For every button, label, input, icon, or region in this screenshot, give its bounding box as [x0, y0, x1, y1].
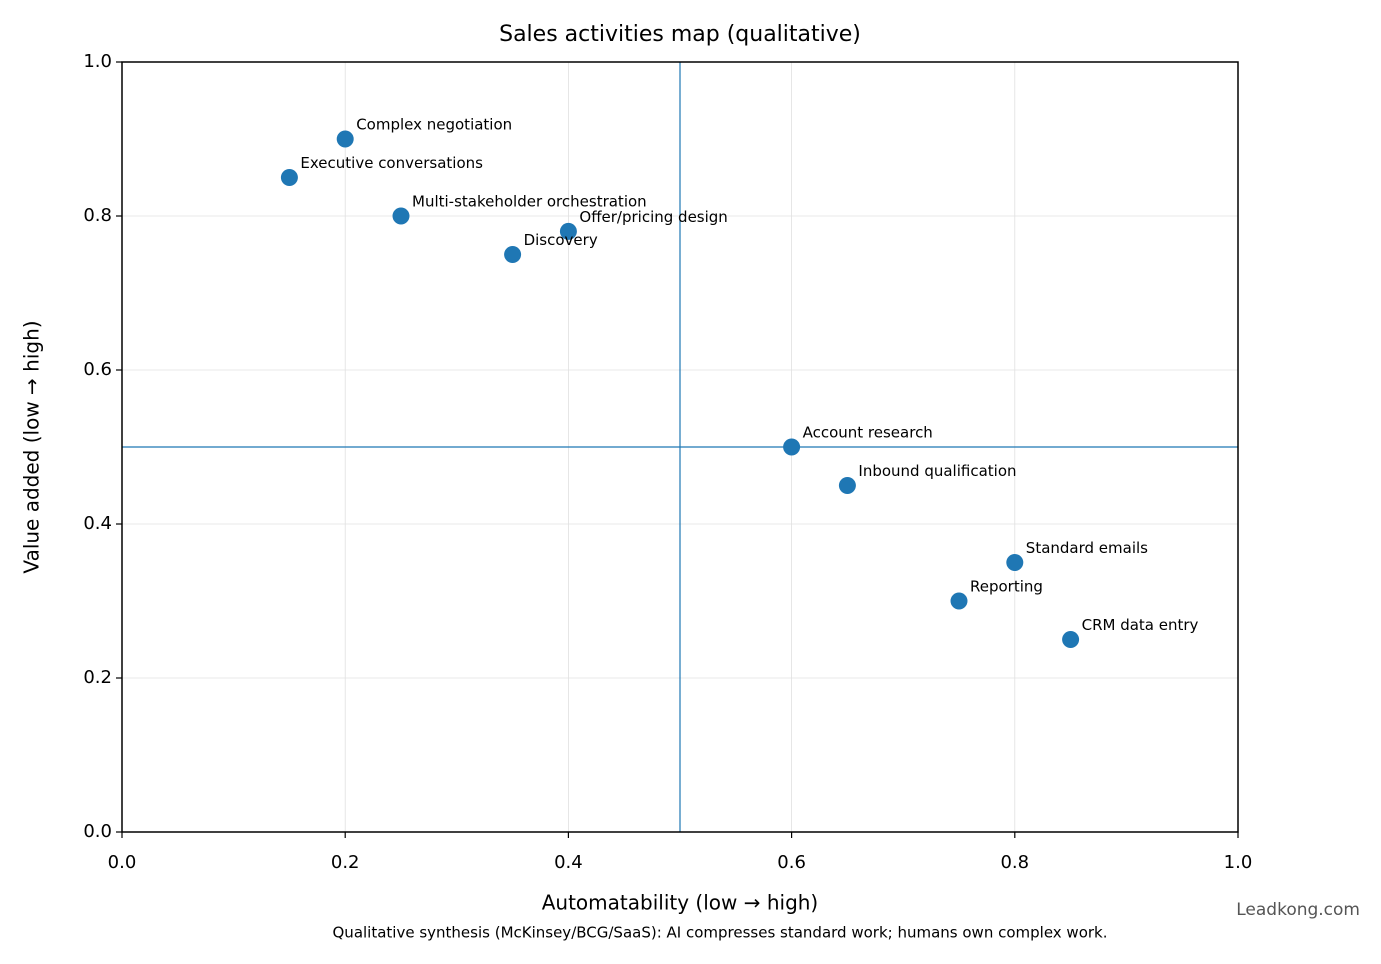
x-tick-label: 1.0: [1224, 852, 1253, 873]
point: [783, 438, 801, 456]
point-label: Standard emails: [1026, 539, 1148, 557]
y-tick-label: 0.8: [83, 205, 112, 226]
point-label: CRM data entry: [1082, 616, 1199, 634]
point: [1062, 631, 1080, 648]
chart-title: Sales activities map (qualitative): [499, 22, 861, 47]
x-tick-label: 0.4: [554, 852, 583, 873]
y-axis-label: Value added (low → high): [20, 320, 44, 573]
point: [559, 222, 577, 240]
y-tick-label: 0.4: [83, 513, 112, 534]
point-label: Offer/pricing design: [579, 208, 727, 226]
point-label: Multi-stakeholder orchestration: [412, 193, 647, 211]
x-tick-label: 0.8: [1000, 852, 1029, 873]
point: [1006, 554, 1024, 571]
point: [950, 592, 968, 610]
point-label: Discovery: [524, 231, 598, 249]
x-tick-label: 0.6: [777, 852, 806, 873]
point-label: Inbound qualification: [858, 462, 1016, 480]
x-tick-label: 0.2: [331, 852, 360, 873]
point-label: Reporting: [970, 578, 1043, 596]
y-tick-label: 1.0: [83, 51, 112, 72]
point: [336, 130, 354, 148]
point: [504, 246, 522, 263]
y-tick-label: 0.0: [83, 821, 112, 842]
y-tick-label: 0.6: [83, 359, 112, 380]
x-tick-label: 0.0: [108, 852, 137, 873]
point: [280, 169, 298, 186]
x-axis-label: Automatability (low → high): [542, 891, 819, 915]
point-label: Executive conversations: [300, 154, 483, 172]
point: [838, 477, 856, 494]
y-tick-label: 0.2: [83, 667, 112, 688]
watermark: Leadkong.com: [1236, 900, 1360, 920]
plot-frame: [121, 61, 1239, 833]
point-label: Complex negotiation: [356, 116, 512, 134]
point-label: Account research: [803, 424, 933, 442]
footnote: Qualitative synthesis (McKinsey/BCG/SaaS…: [333, 924, 1108, 942]
point: [392, 207, 410, 225]
